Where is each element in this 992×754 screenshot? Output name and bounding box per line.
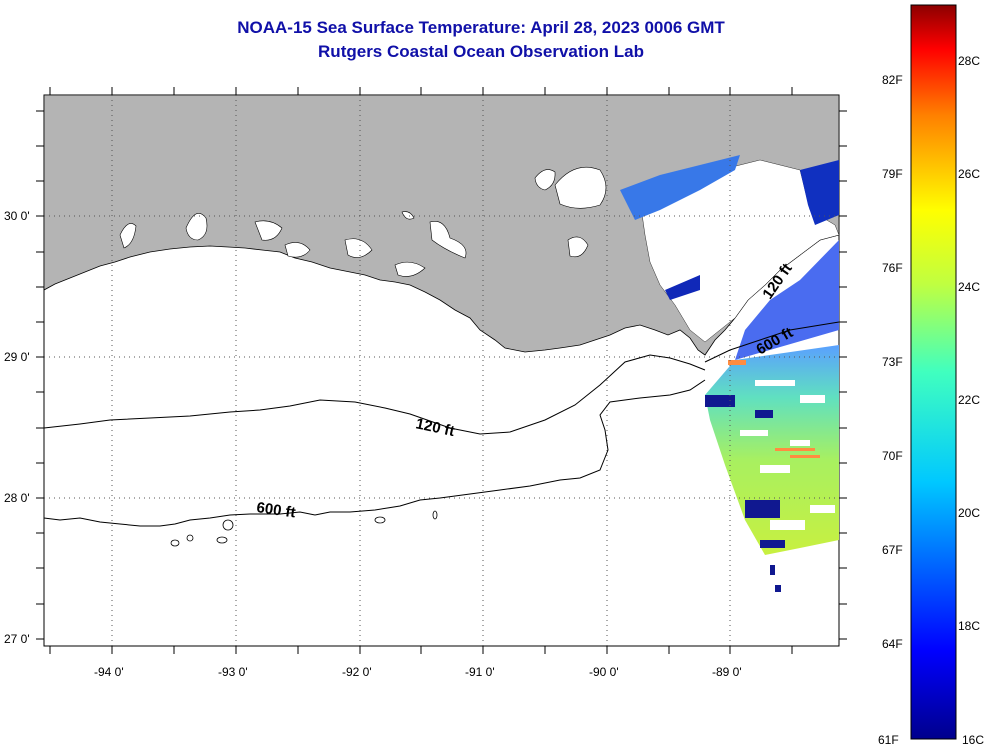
cb-c-18: 18C — [958, 619, 981, 633]
lat-label-28: 28 0' — [4, 491, 30, 505]
lat-label-29: 29 0' — [4, 350, 30, 364]
map-subtitle: Rutgers Coastal Ocean Observation Lab — [318, 42, 644, 61]
lon-label-92: -92 0' — [342, 665, 372, 679]
lon-label-91: -91 0' — [465, 665, 495, 679]
lon-label-90: -90 0' — [589, 665, 619, 679]
cb-c-28: 28C — [958, 54, 981, 68]
cb-f-67: 67F — [882, 543, 903, 557]
cb-c-20: 20C — [958, 506, 981, 520]
cb-f-82: 82F — [882, 73, 903, 87]
cb-c-26: 26C — [958, 167, 981, 181]
lon-label-93: -93 0' — [218, 665, 248, 679]
lat-label-30: 30 0' — [4, 209, 30, 223]
lon-label-89: -89 0' — [712, 665, 742, 679]
cb-f-73: 73F — [882, 355, 903, 369]
isobath-120ft — [44, 354, 706, 516]
cb-f-79: 79F — [882, 167, 903, 181]
cb-f-64: 64F — [882, 637, 903, 651]
cb-f-61: 61F — [878, 733, 899, 747]
colorbar — [910, 4, 957, 740]
cb-f-70: 70F — [882, 449, 903, 463]
lat-label-27: 27 0' — [4, 632, 30, 646]
label-600ft: 600 ft — [255, 499, 296, 521]
map-title: NOAA-15 Sea Surface Temperature: April 2… — [237, 18, 725, 37]
cb-c-22: 22C — [958, 393, 981, 407]
isobath-600ft — [44, 321, 839, 527]
cb-c-16: 16C — [962, 733, 985, 747]
cb-f-76: 76F — [882, 261, 903, 275]
lon-label-94: -94 0' — [94, 665, 124, 679]
cb-c-24: 24C — [958, 280, 981, 294]
